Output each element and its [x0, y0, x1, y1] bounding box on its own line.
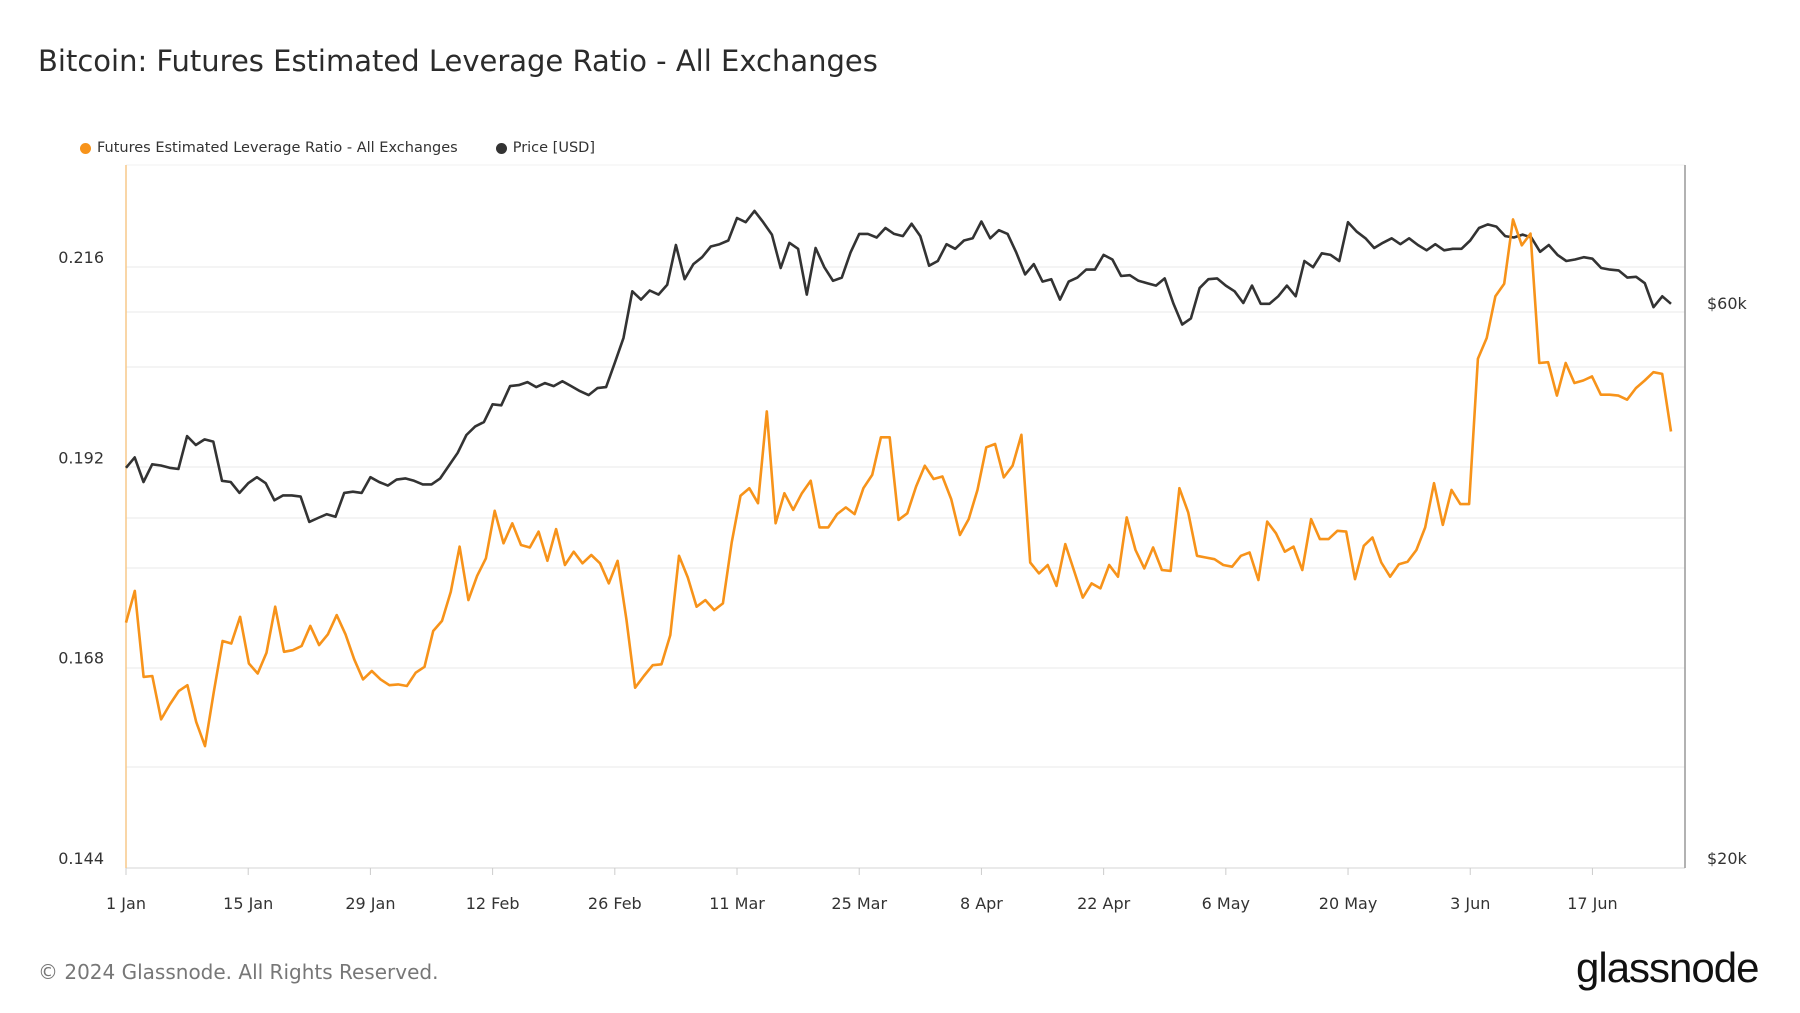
- x-tick-label: 15 Jan: [223, 894, 273, 913]
- left-tick-label: 0.192: [58, 448, 104, 467]
- left-tick-label: 0.216: [58, 248, 104, 267]
- left-tick-label: 0.168: [58, 649, 104, 668]
- x-tick-label: 6 May: [1202, 894, 1250, 913]
- copyright: © 2024 Glassnode. All Rights Reserved.: [38, 960, 439, 984]
- leverage-ratio-line: [124, 218, 1673, 748]
- x-tick-label: 26 Feb: [588, 894, 642, 913]
- x-tick-label: 12 Feb: [466, 894, 520, 913]
- x-tick-label: 11 Mar: [709, 894, 765, 913]
- chart-title: Bitcoin: Futures Estimated Leverage Rati…: [38, 44, 878, 78]
- x-tick-label: 3 Jun: [1450, 894, 1490, 913]
- left-tick-label: 0.144: [58, 849, 104, 868]
- x-tick-label: 22 Apr: [1077, 894, 1131, 913]
- x-tick-label: 8 Apr: [960, 894, 1003, 913]
- legend-label: Futures Estimated Leverage Ratio - All E…: [97, 140, 458, 156]
- x-tick-label: 1 Jan: [106, 894, 146, 913]
- legend: Futures Estimated Leverage Ratio - All E…: [80, 140, 595, 156]
- x-tick-label: 17 Jun: [1567, 894, 1617, 913]
- x-tick-label: 20 May: [1319, 894, 1378, 913]
- x-tick-label: 25 Mar: [831, 894, 887, 913]
- legend-item-leverage[interactable]: Futures Estimated Leverage Ratio - All E…: [80, 140, 458, 156]
- legend-label: Price [USD]: [512, 140, 595, 156]
- glassnode-logo: glassnode: [1576, 944, 1759, 991]
- right-tick-label: $60k: [1707, 294, 1748, 313]
- legend-item-price[interactable]: Price [USD]: [495, 140, 595, 156]
- x-tick-label: 29 Jan: [345, 894, 395, 913]
- price-line: [125, 209, 1672, 524]
- right-tick-label: $20k: [1707, 849, 1748, 868]
- legend-dot-icon: [495, 142, 507, 154]
- legend-dot-icon: [80, 142, 91, 154]
